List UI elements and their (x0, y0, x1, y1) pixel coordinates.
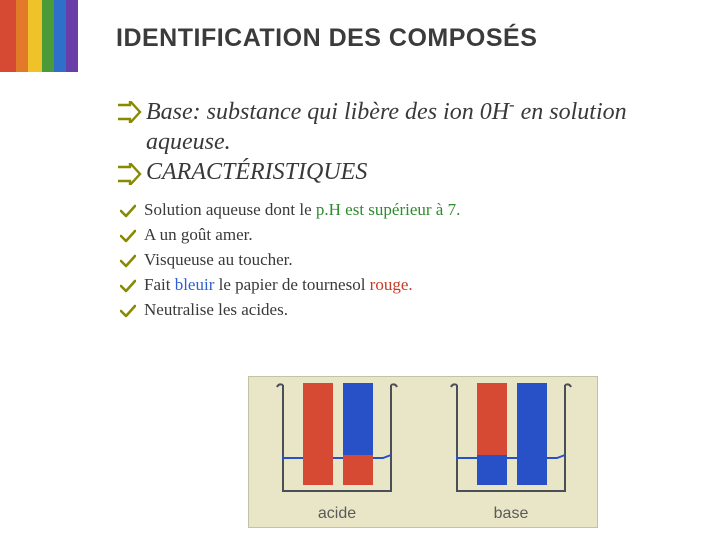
check-icon (120, 304, 136, 318)
arrow-icon (116, 163, 142, 190)
check-icon (120, 279, 136, 293)
litmus-strip-bottom (477, 455, 507, 485)
sub-point-text: Neutralise les acides. (144, 300, 288, 320)
sub-point-text: A un goût amer. (144, 225, 253, 245)
sub-point-text: Solution aqueuse dont le p.H est supérie… (144, 200, 460, 220)
strip-band (54, 0, 66, 72)
figure-panel: base (431, 383, 591, 521)
slide-content: IDENTIFICATION DES COMPOSÉS Base: substa… (116, 24, 696, 325)
check-icon (120, 229, 136, 243)
strip-band (42, 0, 54, 72)
litmus-strip-top (477, 383, 507, 455)
litmus-strip-bottom (343, 455, 373, 485)
sub-point-text: Fait bleuir le papier de tournesol rouge… (144, 275, 413, 295)
sub-point-text: Visqueuse au toucher. (144, 250, 293, 270)
sub-point: Fait bleuir le papier de tournesol rouge… (120, 275, 696, 298)
litmus-strip-bottom (303, 455, 333, 485)
sub-point: Solution aqueuse dont le p.H est supérie… (120, 200, 696, 223)
strip-band (66, 0, 78, 72)
sub-point: A un goût amer. (120, 225, 696, 248)
figure-panel: acide (257, 383, 417, 521)
main-point: CARACTÉRISTIQUES (116, 157, 696, 190)
check-icon (120, 304, 136, 323)
beaker-diagram (275, 383, 399, 495)
strip-band (16, 0, 28, 72)
check-icon (120, 254, 136, 273)
arrow-icon (116, 101, 142, 128)
check-icon (120, 279, 136, 298)
main-point: Base: substance qui libère des ion 0H- e… (116, 95, 696, 157)
sub-point: Neutralise les acides. (120, 300, 696, 323)
main-point-text: Base: substance qui libère des ion 0H- e… (146, 95, 696, 157)
arrow-icon (116, 101, 142, 123)
check-icon (120, 229, 136, 248)
check-icon (120, 204, 136, 218)
main-point-text: CARACTÉRISTIQUES (146, 157, 367, 187)
main-bullet-list: Base: substance qui libère des ion 0H- e… (116, 95, 696, 190)
litmus-strip-bottom (517, 455, 547, 485)
strip-band (28, 0, 42, 72)
arrow-icon (116, 163, 142, 185)
panel-caption: base (431, 505, 591, 523)
sub-point: Visqueuse au toucher. (120, 250, 696, 273)
check-icon (120, 254, 136, 268)
check-icon (120, 204, 136, 223)
strip-band (0, 0, 16, 72)
panel-caption: acide (257, 505, 417, 523)
page-title: IDENTIFICATION DES COMPOSÉS (116, 24, 696, 53)
litmus-strip-top (303, 383, 333, 455)
sub-bullet-list: Solution aqueuse dont le p.H est supérie… (120, 200, 696, 323)
beaker-diagram (449, 383, 573, 495)
decorative-color-strip (0, 0, 78, 72)
litmus-strip-top (517, 383, 547, 455)
litmus-strip-top (343, 383, 373, 455)
litmus-figure: acide base (248, 376, 598, 528)
